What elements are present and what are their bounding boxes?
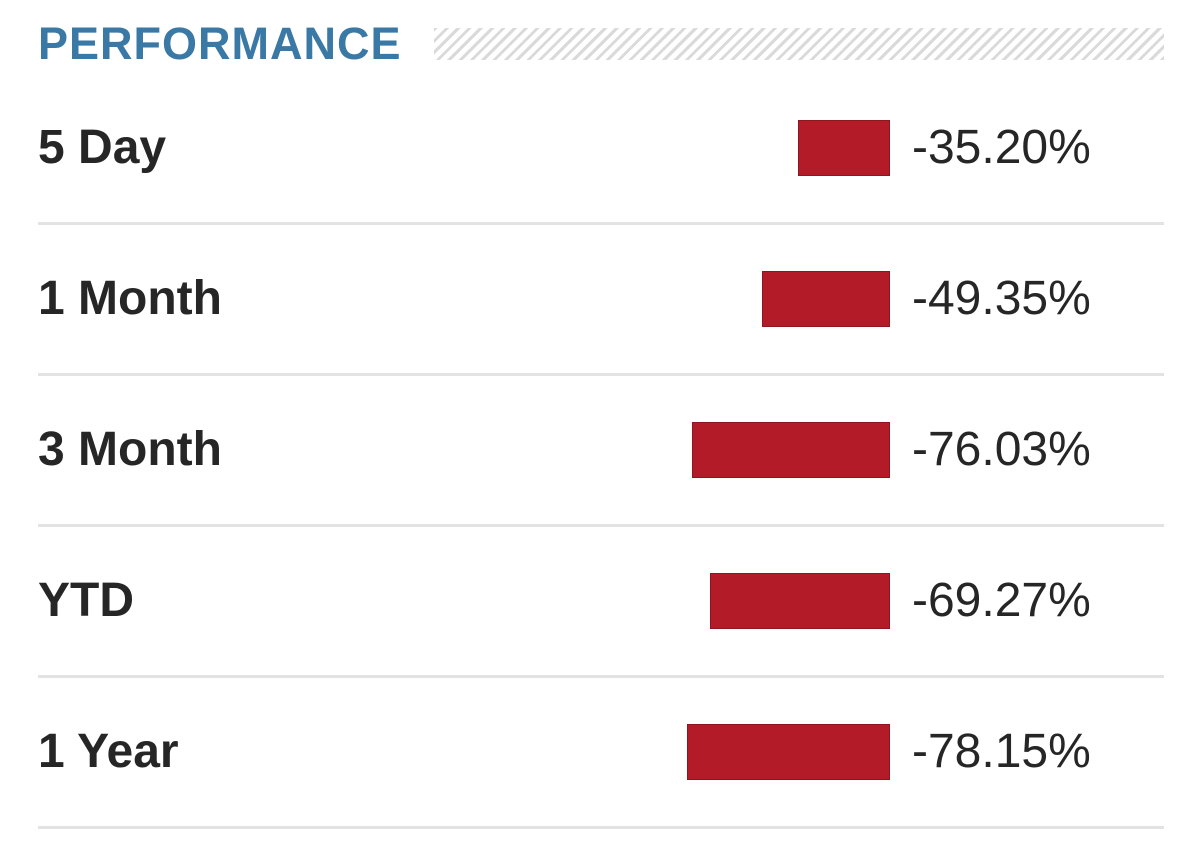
performance-value: -78.15% xyxy=(912,725,1091,778)
performance-header: PERFORMANCE xyxy=(38,18,1164,70)
bar-track xyxy=(650,422,890,478)
performance-value: -76.03% xyxy=(912,423,1091,476)
period-label: 1 Month xyxy=(38,272,222,325)
bar-track xyxy=(650,120,890,176)
performance-bar xyxy=(687,724,890,780)
bar-track xyxy=(650,724,890,780)
performance-row: 1 Year -78.15% xyxy=(38,678,1164,829)
performance-bar xyxy=(762,271,890,327)
header-stripe-decoration xyxy=(434,28,1164,60)
performance-value: -49.35% xyxy=(912,272,1091,325)
period-label: 5 Day xyxy=(38,121,167,174)
performance-row: 3 Month -76.03% xyxy=(38,376,1164,527)
performance-bar xyxy=(710,573,890,629)
performance-value: -35.20% xyxy=(912,121,1091,174)
performance-title: PERFORMANCE xyxy=(38,18,402,69)
bar-track xyxy=(650,573,890,629)
period-label: 1 Year xyxy=(38,725,179,778)
performance-row: 5 Day -35.20% xyxy=(38,74,1164,225)
period-label: 3 Month xyxy=(38,423,222,476)
performance-rows: 5 Day -35.20% 1 Month -49.35% 3 Month -7… xyxy=(38,74,1164,829)
period-label: YTD xyxy=(38,574,134,627)
performance-row: 1 Month -49.35% xyxy=(38,225,1164,376)
performance-value: -69.27% xyxy=(912,574,1091,627)
bar-track xyxy=(650,271,890,327)
performance-bar xyxy=(798,120,890,176)
performance-bar xyxy=(692,422,890,478)
performance-row: YTD -69.27% xyxy=(38,527,1164,678)
